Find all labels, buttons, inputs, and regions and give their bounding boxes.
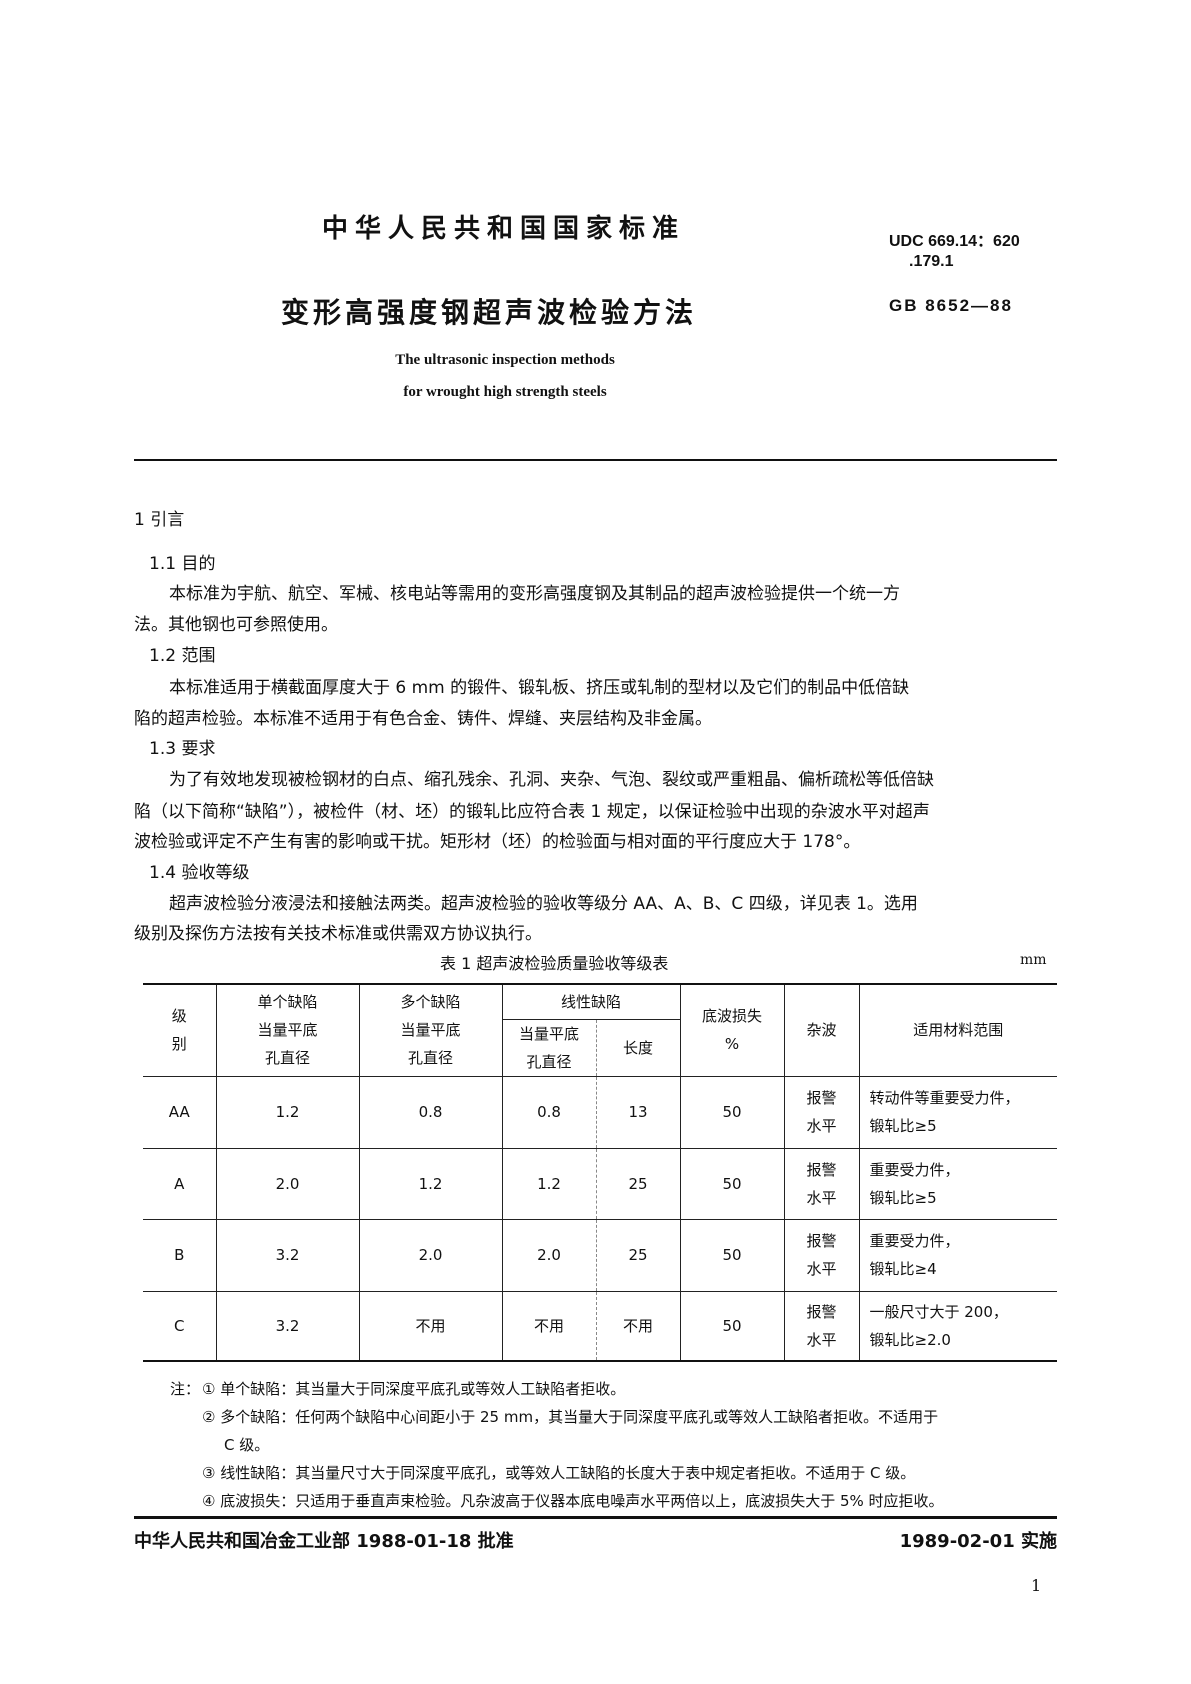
cell-multiple: 2.0 bbox=[358, 1218, 503, 1292]
header-single-defect: 单个缺陷 当量平底 孔直径 bbox=[215, 983, 360, 1077]
header-backwall-loss: 底波损失 % bbox=[679, 983, 785, 1077]
header-noise: 杂波 bbox=[783, 983, 860, 1077]
section-1-3-text-line: 陷（以下简称“缺陷”），被检件（材、坯）的锻轧比应符合表 1 规定，以保证检验中… bbox=[134, 802, 930, 822]
cell-scope: 重要受力件， 锻轧比≥5 bbox=[858, 1147, 1057, 1220]
cell-single: 3.2 bbox=[215, 1218, 360, 1292]
note-item: ③ 线性缺陷：其当量尺寸大于同深度平底孔，或等效人工缺陷的长度大于表中规定者拒收… bbox=[202, 1464, 916, 1482]
cell-grade: C bbox=[143, 1290, 217, 1362]
standard-number: GB 8652—88 bbox=[889, 296, 1013, 315]
section-1-3-text-line: 为了有效地发现被检钢材的白点、缩孔残余、孔洞、夹杂、气泡、裂纹或严重粗晶、偏析疏… bbox=[169, 770, 934, 790]
note-item: ② 多个缺陷：任何两个缺陷中心间距小于 25 mm，其当量大于同深度平底孔或等效… bbox=[202, 1408, 939, 1426]
national-standard-heading: 中华人民共和国国家标准 bbox=[322, 214, 686, 244]
section-1-2-text-line: 本标准适用于横截面厚度大于 6 mm 的锻件、锻轧板、挤压或轧制的型材以及它们的… bbox=[169, 678, 910, 698]
table-caption: 表 1 超声波检验质量验收等级表 bbox=[440, 954, 669, 973]
udc-code: UDC 669.14：620 .179.1 bbox=[889, 232, 1020, 272]
cell-scope: 一般尺寸大于 200， 锻轧比≥2.0 bbox=[858, 1290, 1057, 1362]
udc-line-1: UDC 669.14：620 bbox=[889, 233, 1020, 250]
cell-grade: AA bbox=[143, 1075, 217, 1149]
cell-linear-length: 不用 bbox=[595, 1290, 681, 1362]
english-title-line-1: The ultrasonic inspection methods bbox=[395, 352, 615, 368]
cell-noise: 报警 水平 bbox=[783, 1147, 860, 1220]
implementation-date: 1989-02-01 实施 bbox=[899, 1531, 1057, 1552]
cell-grade: B bbox=[143, 1218, 217, 1292]
table-row: B 3.2 2.0 2.0 25 50 报警 水平 重要受力件， 锻轧比≥4 bbox=[143, 1218, 1057, 1292]
section-1-4-text-line: 级别及探伤方法按有关技术标准或供需双方协议执行。 bbox=[134, 924, 542, 944]
header-linear-length: 长度 bbox=[595, 1018, 680, 1077]
cell-single: 2.0 bbox=[215, 1147, 360, 1220]
table-row: C 3.2 不用 不用 不用 50 报警 水平 一般尺寸大于 200， 锻轧比≥… bbox=[143, 1290, 1057, 1362]
approval-line: 中华人民共和国冶金工业部 1988-01-18 批准 bbox=[134, 1531, 514, 1552]
table-row: A 2.0 1.2 1.2 25 50 报警 水平 重要受力件， 锻轧比≥5 bbox=[143, 1147, 1057, 1220]
cell-linear-length: 25 bbox=[595, 1147, 681, 1220]
cell-noise: 报警 水平 bbox=[783, 1075, 860, 1149]
cell-loss: 50 bbox=[679, 1075, 785, 1149]
cell-scope: 转动件等重要受力件， 锻轧比≥5 bbox=[858, 1075, 1057, 1149]
document-title: 变形高强度钢超声波检验方法 bbox=[281, 296, 698, 329]
section-1-heading: 1 引言 bbox=[134, 510, 185, 530]
cell-loss: 50 bbox=[679, 1218, 785, 1292]
section-1-4-text-line: 超声波检验分液浸法和接触法两类。超声波检验的验收等级分 AA、A、B、C 四级，… bbox=[169, 894, 918, 914]
page-number: 1 bbox=[1031, 1576, 1042, 1595]
udc-line-2: .179.1 bbox=[909, 253, 954, 270]
cell-grade: A bbox=[143, 1147, 217, 1220]
cell-multiple: 1.2 bbox=[358, 1147, 503, 1220]
note-item: C 级。 bbox=[224, 1436, 270, 1454]
section-1-3-heading: 1.3 要求 bbox=[149, 739, 216, 759]
header-linear-defect: 线性缺陷 bbox=[501, 983, 681, 1020]
cell-linear-diameter: 1.2 bbox=[501, 1147, 597, 1220]
section-1-1-text-line: 本标准为宇航、航空、军械、核电站等需用的变形高强度钢及其制品的超声波检验提供一个… bbox=[169, 584, 900, 604]
cell-single: 1.2 bbox=[215, 1075, 360, 1149]
section-1-3-text-line: 波检验或评定不产生有害的影响或干扰。矩形材（坯）的检验面与相对面的平行度应大于 … bbox=[134, 832, 861, 852]
header-scope: 适用材料范围 bbox=[858, 983, 1057, 1077]
cell-linear-diameter: 0.8 bbox=[501, 1075, 597, 1149]
notes-prefix: 注： bbox=[170, 1380, 201, 1398]
table-row: AA 1.2 0.8 0.8 13 50 报警 水平 转动件等重要受力件， 锻轧… bbox=[143, 1075, 1057, 1149]
cell-linear-length: 25 bbox=[595, 1218, 681, 1292]
section-1-1-text-line: 法。其他钢也可参照使用。 bbox=[134, 615, 338, 635]
header-divider bbox=[134, 459, 1057, 461]
acceptance-grade-table: 级 别 单个缺陷 当量平底 孔直径 多个缺陷 当量平底 孔直径 线性缺陷 底波损… bbox=[143, 983, 1057, 1362]
header-linear-diameter: 当量平底 孔直径 bbox=[502, 1018, 597, 1077]
english-title-line-2: for wrought high strength steels bbox=[403, 384, 607, 400]
cell-linear-length: 13 bbox=[595, 1075, 681, 1149]
cell-scope: 重要受力件， 锻轧比≥4 bbox=[858, 1218, 1057, 1292]
table-unit: mm bbox=[1020, 952, 1047, 968]
cell-noise: 报警 水平 bbox=[783, 1290, 860, 1362]
cell-loss: 50 bbox=[679, 1290, 785, 1362]
section-1-4-heading: 1.4 验收等级 bbox=[149, 863, 250, 883]
section-1-2-heading: 1.2 范围 bbox=[149, 646, 216, 666]
cell-single: 3.2 bbox=[215, 1290, 360, 1362]
cell-linear-diameter: 不用 bbox=[501, 1290, 597, 1362]
note-item: ① 单个缺陷：其当量大于同深度平底孔或等效人工缺陷者拒收。 bbox=[202, 1380, 626, 1398]
header-multiple-defect: 多个缺陷 当量平底 孔直径 bbox=[358, 983, 503, 1077]
cell-linear-diameter: 2.0 bbox=[501, 1218, 597, 1292]
note-item: ④ 底波损失：只适用于垂直声束检验。凡杂波高于仪器本底电噪声水平两倍以上，底波损… bbox=[202, 1492, 944, 1510]
section-1-2-text-line: 陷的超声检验。本标准不适用于有色合金、铸件、焊缝、夹层结构及非金属。 bbox=[134, 709, 712, 729]
header-grade: 级 别 bbox=[143, 983, 217, 1077]
cell-multiple: 0.8 bbox=[358, 1075, 503, 1149]
cell-loss: 50 bbox=[679, 1147, 785, 1220]
footer-divider bbox=[134, 1516, 1057, 1519]
cell-noise: 报警 水平 bbox=[783, 1218, 860, 1292]
cell-multiple: 不用 bbox=[358, 1290, 503, 1362]
section-1-1-heading: 1.1 目的 bbox=[149, 554, 216, 574]
